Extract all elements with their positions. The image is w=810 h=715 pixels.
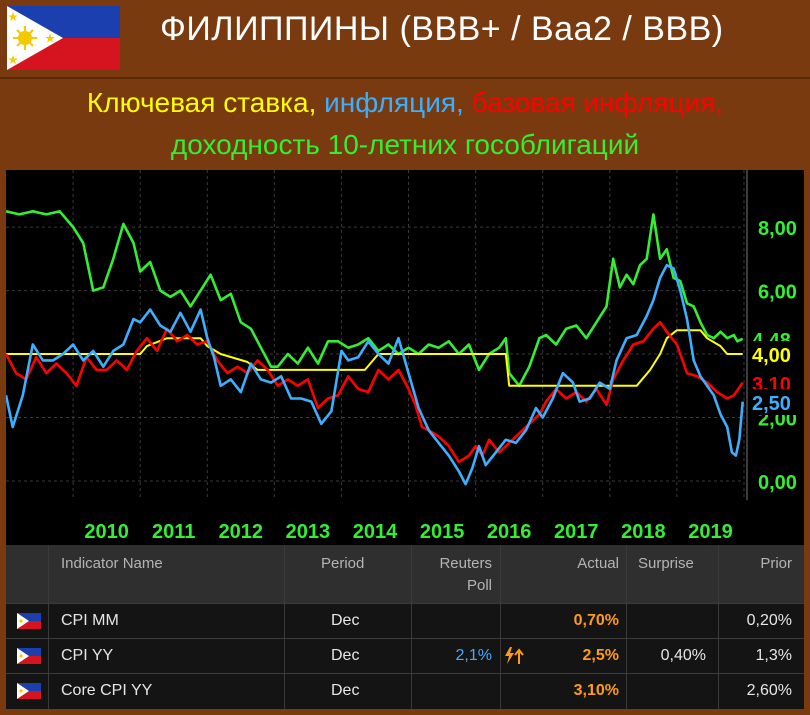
- column-divider: [718, 545, 719, 709]
- header-indicator-name[interactable]: Indicator Name: [61, 555, 163, 572]
- header-period[interactable]: Period: [321, 555, 365, 572]
- x-tick-label: 2014: [353, 521, 398, 543]
- chart-end-labels: 4,484,003,102,50: [748, 326, 804, 415]
- x-tick-label: 2017: [554, 521, 599, 543]
- cell-prior: 1,3%: [755, 647, 792, 664]
- y-tick-label: 6,00: [758, 282, 797, 304]
- chart-series: [4, 210, 744, 486]
- philippines-flag-icon: [17, 683, 41, 699]
- header-actual[interactable]: Actual: [577, 555, 619, 572]
- column-divider: [500, 545, 501, 709]
- y-tick-label: 8,00: [758, 218, 797, 240]
- subtitle-bond-yield: доходность 10-летних гособлигаций: [170, 129, 640, 160]
- cell-surprise: 0,40%: [660, 647, 706, 664]
- cell-actual: 3,10%: [573, 682, 619, 699]
- x-tick-label: 2015: [420, 521, 465, 543]
- end-label-box: [748, 341, 804, 367]
- subtitle-line1: Ключевая ставка, инфляция, базовая инфля…: [0, 87, 810, 119]
- table-header: Indicator Name Period Reuters Poll Actua…: [6, 545, 804, 603]
- end-value-label: 4,00: [752, 345, 791, 367]
- series-line: [5, 210, 744, 388]
- cell-actual: 0,70%: [573, 612, 619, 629]
- header-reuters-poll-line2[interactable]: Poll: [466, 577, 492, 594]
- cell-actual: 2,5%: [582, 647, 619, 664]
- header: ФИЛИППИНЫ (BBB+ / Baa2 / BBB): [0, 0, 810, 76]
- chart-panel: 8,006,004,002,000,0020102011201220132014…: [4, 170, 804, 545]
- line-chart: 8,006,004,002,000,0020102011201220132014…: [4, 170, 804, 543]
- x-tick-label: 2019: [688, 521, 733, 543]
- x-tick-label: 2011: [152, 521, 195, 543]
- x-tick-label: 2012: [219, 521, 264, 543]
- subtitle-band: Ключевая ставка, инфляция, базовая инфля…: [0, 77, 810, 171]
- cell-prior: 0,20%: [746, 612, 792, 629]
- philippines-flag-icon: [17, 648, 41, 664]
- cell-poll: 2,1%: [455, 647, 492, 664]
- column-divider: [626, 545, 627, 709]
- x-tick-label: 2013: [286, 521, 331, 543]
- philippines-flag-icon: [7, 6, 120, 70]
- chart-grid: [6, 170, 745, 500]
- x-tick-label: 2018: [621, 521, 666, 543]
- end-label-box: [748, 389, 804, 415]
- cell-indicator-name: CPI MM: [61, 612, 119, 629]
- page-title: ФИЛИППИНЫ (BBB+ / Baa2 / BBB): [160, 10, 724, 48]
- series-line: [4, 321, 744, 464]
- header-reuters-poll-line1[interactable]: Reuters: [439, 555, 492, 572]
- chart-axes: 8,006,004,002,000,0020102011201220132014…: [84, 170, 797, 543]
- column-divider: [284, 545, 285, 709]
- cell-indicator-name: Core CPI YY: [61, 682, 153, 699]
- cell-period: Dec: [331, 647, 360, 664]
- series-line: [4, 263, 744, 486]
- philippines-flag-icon: [17, 613, 41, 629]
- column-divider: [411, 545, 412, 709]
- subtitle-inflation: инфляция,: [324, 87, 472, 118]
- indicator-table: Indicator Name Period Reuters Poll Actua…: [6, 545, 804, 709]
- column-divider: [48, 545, 49, 709]
- header-prior[interactable]: Prior: [760, 555, 792, 572]
- subtitle-line2: доходность 10-летних гособлигаций: [0, 129, 810, 161]
- cell-period: Dec: [331, 612, 360, 629]
- end-value-label: 2,50: [752, 393, 791, 415]
- subtitle-core-inflation: базовая инфляция,: [471, 87, 724, 118]
- subtitle-key-rate: Ключевая ставка,: [86, 87, 325, 118]
- x-tick-label: 2016: [487, 521, 532, 543]
- surprise-alert-icon: [505, 647, 524, 664]
- table-row[interactable]: CPI MM Dec 0,70% 0,20%: [6, 603, 804, 638]
- cell-prior: 2,60%: [746, 682, 792, 699]
- table-row[interactable]: Core CPI YY Dec 3,10% 2,60%: [6, 673, 804, 708]
- y-tick-label: 0,00: [758, 472, 797, 494]
- table-row[interactable]: CPI YY Dec 2,1% 2,5% 0,40% 1,3%: [6, 638, 804, 673]
- cell-period: Dec: [331, 682, 360, 699]
- cell-indicator-name: CPI YY: [61, 647, 114, 664]
- header-surprise[interactable]: Surprise: [638, 555, 694, 572]
- x-tick-label: 2010: [84, 521, 129, 543]
